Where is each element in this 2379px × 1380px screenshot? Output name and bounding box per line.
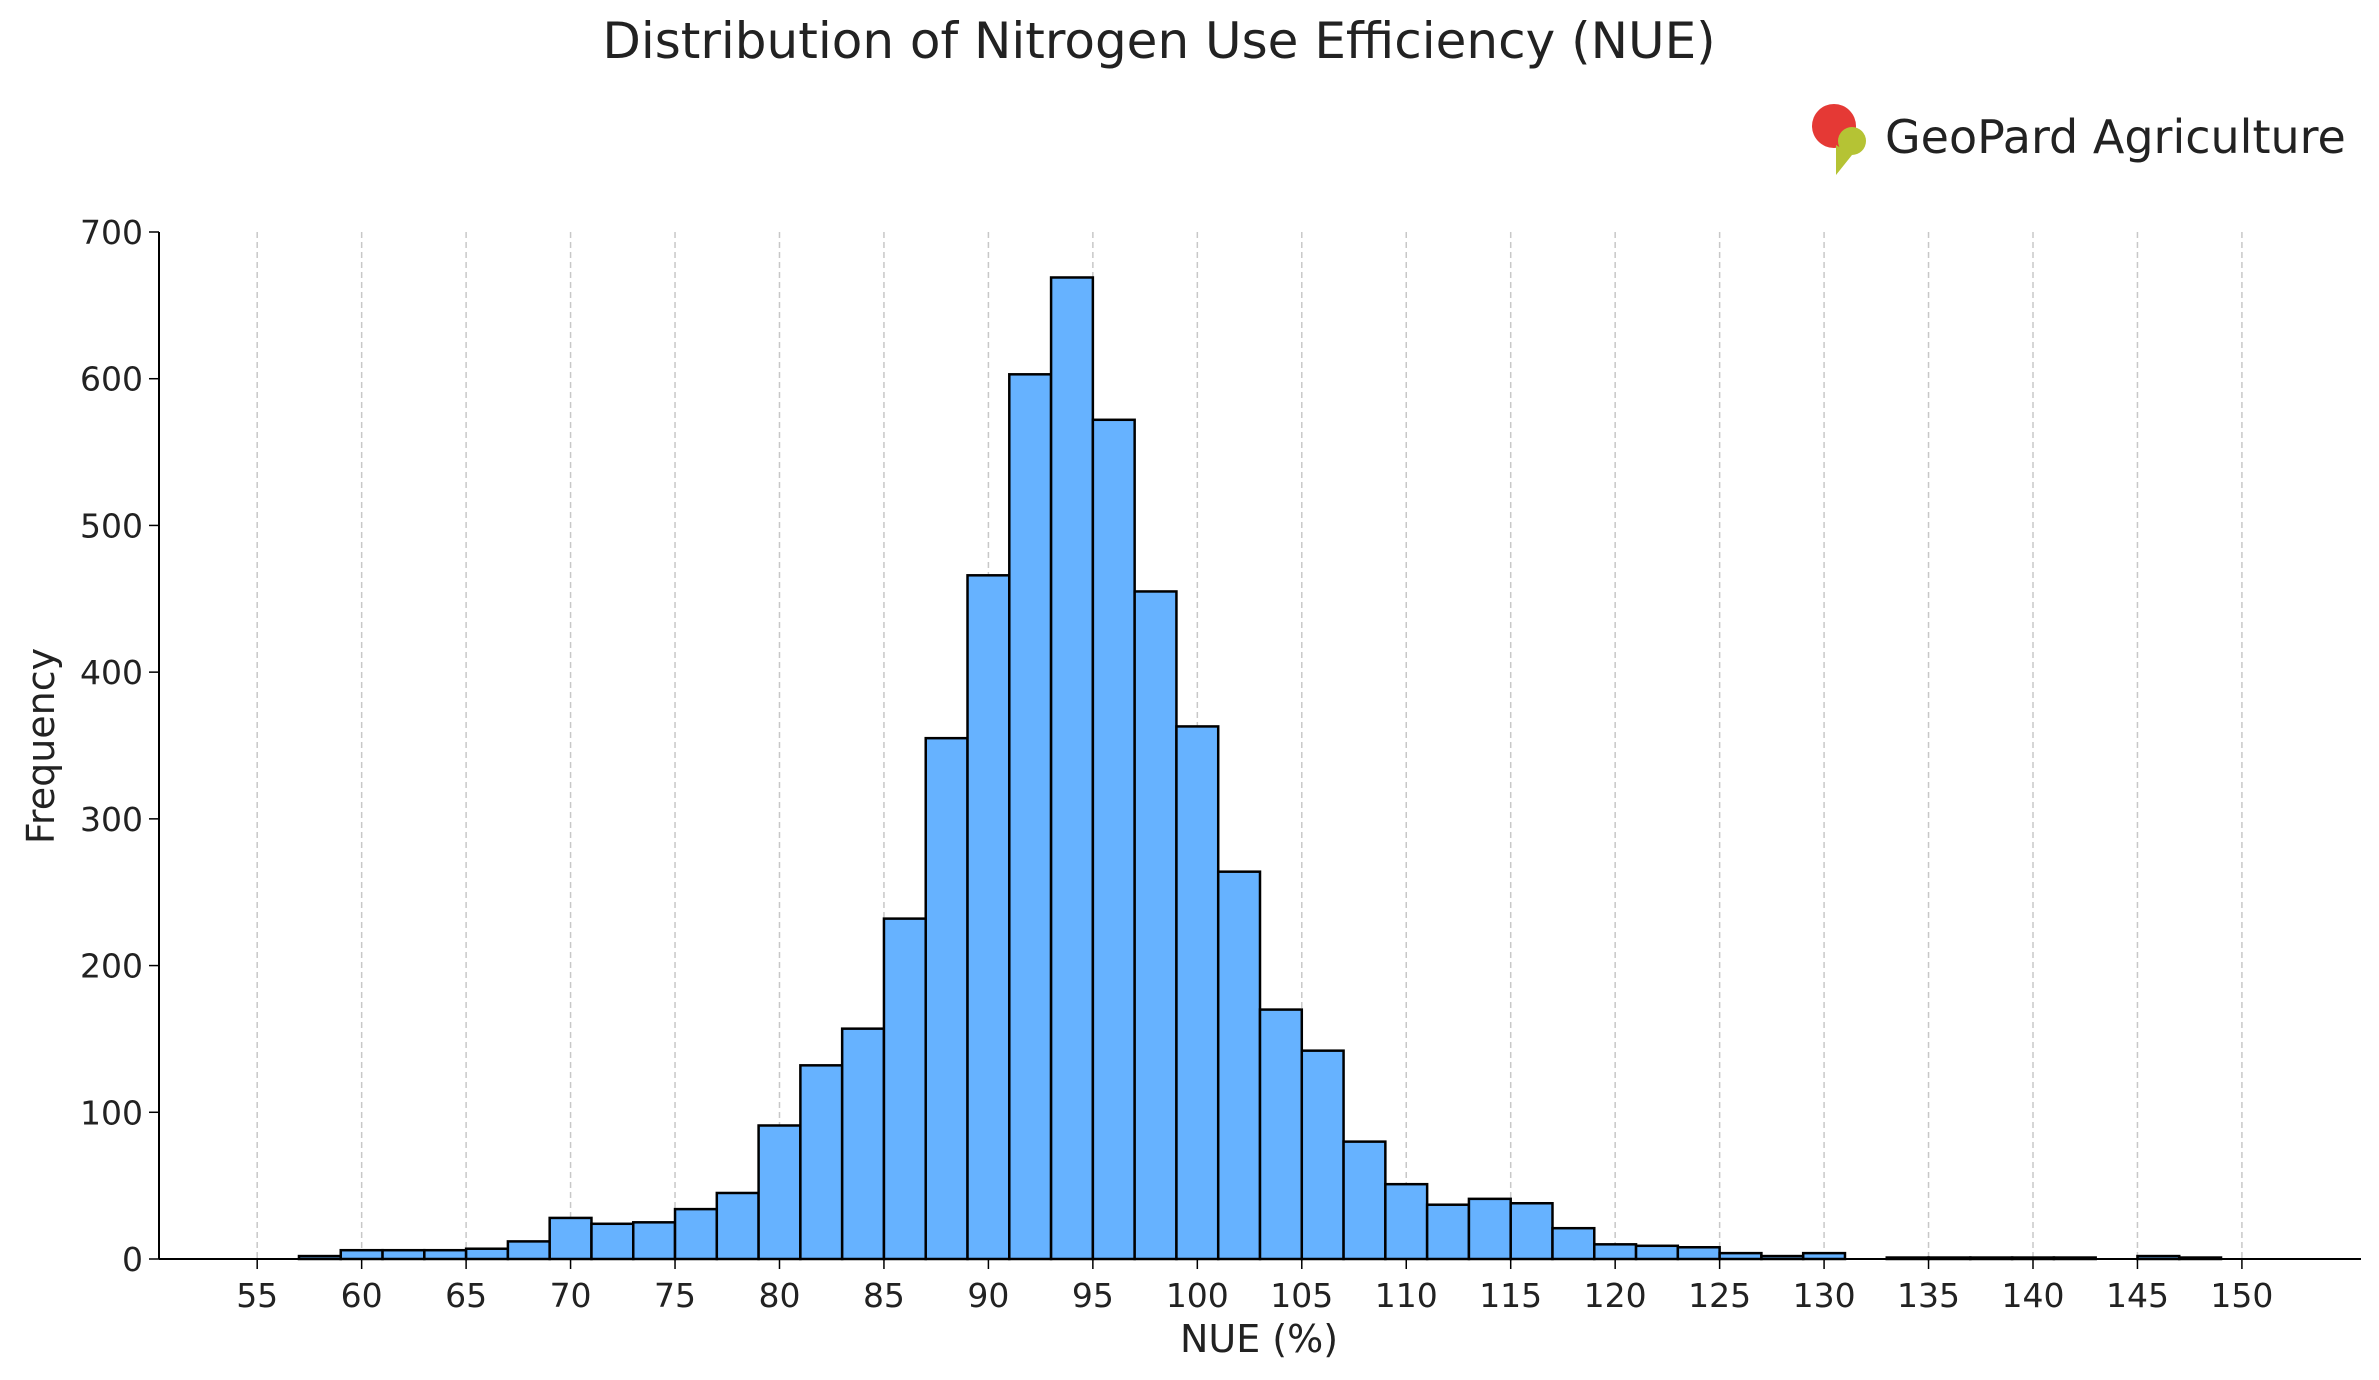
- bar: [924, 736, 969, 1261]
- bar: [1593, 1243, 1638, 1261]
- bar: [1676, 1246, 1721, 1261]
- y-tick-label: 500: [80, 506, 143, 545]
- bar: [715, 1191, 760, 1261]
- x-tick-label: 60: [341, 1276, 383, 1315]
- bar: [1133, 590, 1178, 1261]
- x-tick-label: 110: [1375, 1276, 1438, 1315]
- bar: [1551, 1226, 1596, 1261]
- bar: [1467, 1197, 1512, 1261]
- bar: [840, 1027, 886, 1261]
- bar: [1049, 276, 1095, 1261]
- x-tick-label: 75: [654, 1276, 696, 1315]
- x-tick-label: 65: [445, 1276, 487, 1315]
- x-tick-label: 55: [236, 1276, 278, 1315]
- y-tick-label: 200: [80, 947, 143, 986]
- bar: [799, 1064, 844, 1261]
- bar: [1216, 870, 1262, 1261]
- y-tick-label: 300: [80, 800, 143, 839]
- bar: [1091, 418, 1136, 1261]
- bar: [1342, 1140, 1387, 1261]
- y-tick-label: 100: [80, 1093, 143, 1132]
- x-tick-label: 120: [1584, 1276, 1647, 1315]
- logo-text: GeoPard Agriculture: [1885, 110, 2346, 164]
- x-tick-label: 80: [758, 1276, 800, 1315]
- x-tick-label: 115: [1479, 1276, 1542, 1315]
- bar: [631, 1221, 677, 1261]
- x-tick-label: 125: [1688, 1276, 1751, 1315]
- bar: [548, 1216, 593, 1261]
- bar: [464, 1247, 510, 1261]
- bar: [1175, 725, 1220, 1261]
- bar: [506, 1240, 551, 1261]
- y-tick-label: 400: [80, 653, 143, 692]
- x-tick-label: 85: [863, 1276, 905, 1315]
- bar: [1008, 373, 1053, 1261]
- x-axis-label: NUE (%): [1180, 1317, 1338, 1361]
- x-tick-label: 145: [2106, 1276, 2169, 1315]
- bar: [423, 1248, 468, 1261]
- bar: [882, 917, 927, 1261]
- bar: [673, 1207, 719, 1261]
- bar: [1384, 1182, 1429, 1261]
- y-tick-label: 600: [80, 360, 143, 399]
- bar: [381, 1248, 426, 1261]
- logo-icon: [1836, 145, 1852, 175]
- x-tick-label: 135: [1897, 1276, 1960, 1315]
- y-tick-label: 700: [80, 213, 143, 252]
- x-tick-label: 105: [1270, 1276, 1333, 1315]
- x-tick-label: 90: [967, 1276, 1009, 1315]
- logo-icon: [1838, 127, 1866, 155]
- bar: [1300, 1049, 1345, 1261]
- x-tick-label: 150: [2210, 1276, 2273, 1315]
- logo: GeoPard Agriculture: [1812, 104, 2346, 175]
- y-tick-label: 0: [122, 1240, 143, 1279]
- bar: [1258, 1008, 1304, 1261]
- x-tick-label: 95: [1072, 1276, 1114, 1315]
- chart-title: Distribution of Nitrogen Use Efficiency …: [602, 12, 1715, 70]
- x-tick-label: 140: [2001, 1276, 2064, 1315]
- x-tick-label: 130: [1793, 1276, 1856, 1315]
- x-tick-label: 100: [1166, 1276, 1229, 1315]
- bar: [757, 1124, 802, 1261]
- bar: [1509, 1201, 1554, 1261]
- bar: [1634, 1244, 1680, 1261]
- x-tick-label: 70: [550, 1276, 592, 1315]
- bar: [966, 574, 1011, 1261]
- y-axis-label: Frequency: [19, 648, 63, 844]
- bar: [339, 1248, 384, 1261]
- bar: [590, 1222, 635, 1261]
- bar: [1425, 1203, 1471, 1261]
